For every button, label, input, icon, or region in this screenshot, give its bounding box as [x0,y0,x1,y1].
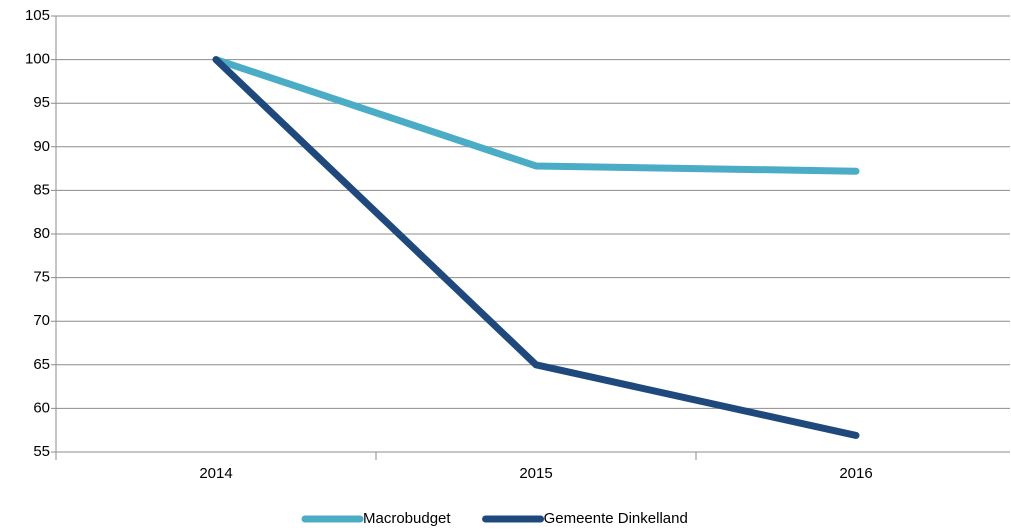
y-tick-label: 80 [33,225,50,242]
y-tick-label: 105 [25,7,50,24]
x-tick-label: 2016 [839,465,872,482]
y-tick-label: 55 [33,443,50,460]
legend-label: Gemeente Dinkelland [544,510,688,527]
y-tick-label: 65 [33,356,50,373]
y-tick-label: 90 [33,138,50,155]
legend-label: Macrobudget [363,510,451,527]
y-tick-label: 95 [33,94,50,111]
y-tick-label: 70 [33,312,50,329]
series-line [212,56,860,439]
x-tick-label: 2014 [199,465,232,482]
x-tick-label: 2015 [519,465,552,482]
series-line [212,56,860,175]
y-tick-label: 100 [25,51,50,68]
y-tick-label: 85 [33,181,50,198]
y-tick-label: 60 [33,399,50,416]
y-tick-label: 75 [33,269,50,286]
